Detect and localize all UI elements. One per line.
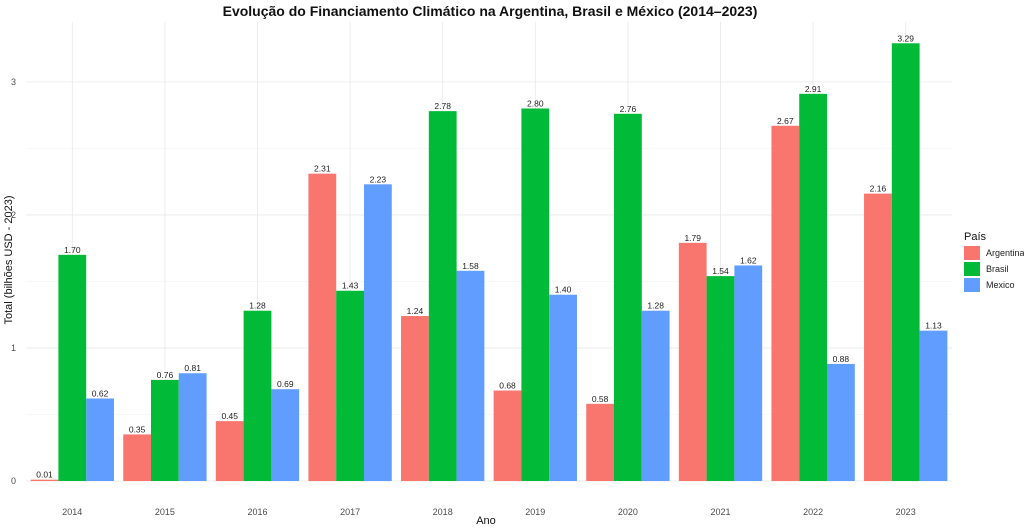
bar-argentina-2014 — [30, 479, 59, 481]
legend-label-brasil: Brasil — [986, 264, 1009, 274]
data-label: 1.70 — [64, 245, 81, 255]
data-label: 0.45 — [221, 411, 238, 421]
bars — [30, 43, 948, 482]
bar-mexico-2019 — [549, 294, 577, 481]
y-tick-label: 3 — [11, 77, 16, 87]
data-label: 1.13 — [925, 321, 942, 331]
y-axis-title: Total (bilhões USD - 2023) — [3, 195, 15, 324]
legend-title: País — [964, 231, 987, 243]
bar-mexico-2021 — [734, 265, 763, 481]
bar-brasil-2016 — [243, 310, 272, 481]
x-tick-label: 2019 — [525, 507, 545, 517]
data-label: 0.88 — [833, 354, 850, 364]
data-label: 2.80 — [527, 98, 544, 108]
data-labels: 0.01 1.70 0.62 0.35 0.76 0.81 0.45 1.28 0.69 2.31… — [36, 33, 942, 479]
bar-mexico-2020 — [641, 310, 670, 481]
bar-brasil-2017 — [336, 290, 364, 481]
bar-brasil-2018 — [428, 111, 457, 481]
data-label: 1.40 — [555, 285, 572, 295]
data-label: 0.01 — [36, 470, 53, 480]
data-label: 1.28 — [249, 301, 266, 311]
bar-argentina-2023 — [864, 193, 892, 481]
bar-argentina-2019 — [493, 390, 522, 481]
bar-mexico-2015 — [178, 373, 207, 481]
bar-brasil-2023 — [891, 43, 920, 481]
x-tick-label: 2022 — [803, 507, 823, 517]
data-label: 2.67 — [777, 116, 794, 126]
legend-label-mexico: Mexico — [986, 280, 1015, 290]
y-tick-label: 1 — [11, 343, 16, 353]
data-label: 0.58 — [592, 394, 609, 404]
data-label: 2.23 — [370, 174, 387, 184]
data-label: 1.79 — [684, 233, 701, 243]
bar-argentina-2022 — [771, 125, 800, 481]
x-tick-label: 2018 — [433, 507, 453, 517]
bar-mexico-2017 — [363, 184, 392, 481]
bar-brasil-2020 — [614, 113, 642, 482]
legend: País Argentina Brasil Mexico — [964, 231, 1024, 292]
legend-swatch-argentina — [964, 246, 980, 260]
legend-swatch-brasil — [964, 262, 980, 276]
x-tick-label: 2023 — [896, 507, 916, 517]
legend-swatch-mexico — [964, 278, 980, 292]
bar-mexico-2023 — [919, 330, 948, 481]
data-label: 0.81 — [184, 363, 201, 373]
y-axis-ticks: 0 1 2 3 — [11, 77, 16, 486]
bar-brasil-2015 — [151, 379, 179, 481]
x-tick-label: 2017 — [340, 507, 360, 517]
bar-mexico-2016 — [271, 389, 300, 481]
chart-title: Evolução do Financiamento Climático na A… — [223, 3, 758, 19]
bar-mexico-2014 — [86, 398, 114, 481]
data-label: 0.68 — [499, 381, 516, 391]
bar-brasil-2021 — [706, 276, 735, 481]
data-label: 1.28 — [647, 301, 664, 311]
data-label: 2.91 — [805, 84, 822, 94]
bar-brasil-2014 — [58, 254, 87, 481]
data-label: 1.62 — [740, 255, 757, 265]
bar-brasil-2022 — [799, 93, 827, 481]
bar-argentina-2017 — [308, 173, 337, 482]
data-label: 0.35 — [129, 424, 146, 434]
x-tick-label: 2014 — [62, 507, 82, 517]
data-label: 0.76 — [157, 370, 174, 380]
bar-mexico-2018 — [456, 270, 485, 481]
data-label: 0.62 — [92, 389, 109, 399]
x-tick-label: 2016 — [247, 507, 267, 517]
bar-argentina-2016 — [215, 421, 244, 481]
data-label: 1.58 — [462, 261, 479, 271]
y-tick-label: 2 — [11, 210, 16, 220]
bar-argentina-2018 — [401, 316, 429, 481]
bar-argentina-2015 — [123, 434, 152, 481]
x-tick-label: 2020 — [618, 507, 638, 517]
x-tick-label: 2015 — [155, 507, 175, 517]
legend-label-argentina: Argentina — [986, 248, 1024, 258]
x-axis-title: Ano — [476, 515, 496, 527]
legend-items: Argentina Brasil Mexico — [964, 246, 1024, 292]
data-label: 2.78 — [434, 101, 451, 111]
bar-argentina-2020 — [586, 403, 615, 481]
data-label: 1.24 — [407, 306, 424, 316]
data-label: 2.76 — [620, 104, 637, 114]
bar-mexico-2022 — [826, 363, 855, 481]
data-label: 1.54 — [712, 266, 729, 276]
data-label: 0.69 — [277, 379, 294, 389]
y-tick-label: 0 — [11, 476, 16, 486]
data-label: 2.31 — [314, 164, 331, 174]
bar-argentina-2021 — [678, 242, 707, 481]
bar-brasil-2019 — [521, 108, 550, 481]
x-axis-ticks: 2014 2015 2016 2017 2018 2019 2020 2021 2022 2023 — [62, 507, 915, 517]
data-label: 1.43 — [342, 281, 359, 291]
x-tick-label: 2021 — [710, 507, 730, 517]
data-label: 3.29 — [897, 33, 914, 43]
data-label: 2.16 — [870, 184, 887, 194]
